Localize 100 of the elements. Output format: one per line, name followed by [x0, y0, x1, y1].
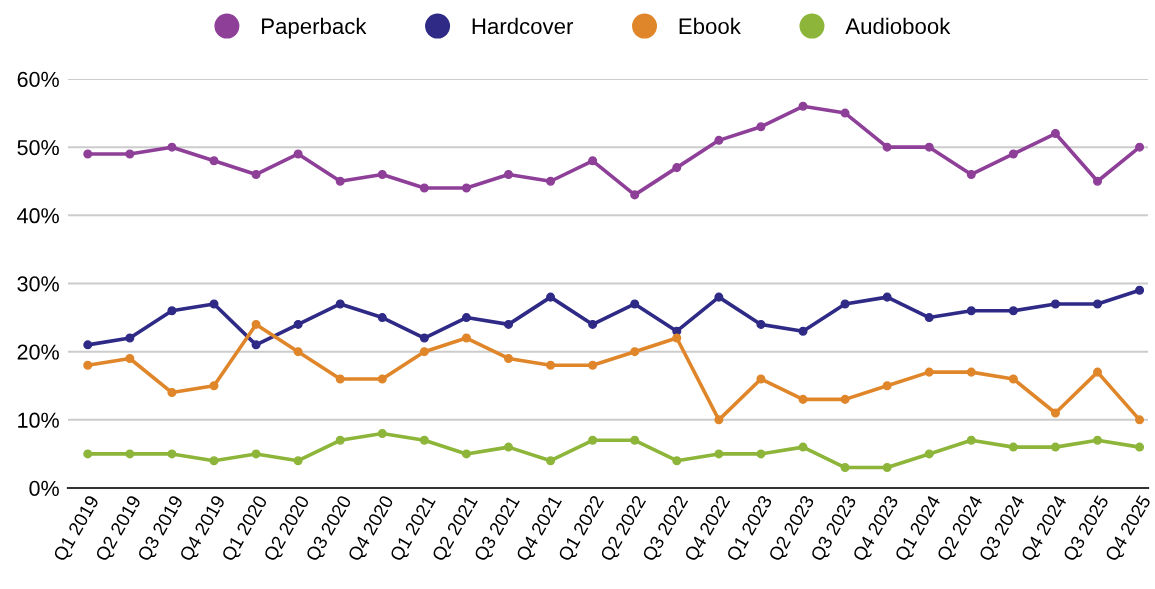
point — [461, 313, 471, 323]
point — [125, 333, 135, 343]
point — [167, 142, 177, 152]
point — [672, 163, 682, 173]
point — [672, 333, 682, 343]
point — [83, 360, 93, 370]
y-tick-label: 10% — [18, 412, 59, 428]
point — [461, 449, 471, 459]
point — [672, 456, 682, 466]
point — [630, 347, 640, 357]
point — [1092, 367, 1103, 377]
point — [335, 435, 345, 445]
point — [756, 449, 766, 459]
point — [588, 319, 598, 329]
point — [377, 428, 387, 438]
point — [798, 442, 808, 452]
point — [125, 449, 135, 459]
point — [546, 176, 556, 186]
point — [419, 333, 429, 343]
point — [588, 360, 598, 370]
point — [419, 183, 429, 193]
point — [335, 374, 345, 384]
point — [1135, 415, 1145, 425]
point — [377, 169, 387, 179]
point — [209, 156, 219, 166]
legend-label: Ebook — [679, 17, 741, 35]
point — [1135, 142, 1145, 152]
point — [756, 319, 766, 329]
point — [882, 142, 892, 152]
point — [966, 367, 976, 377]
point — [798, 326, 808, 336]
point — [882, 381, 892, 391]
point — [125, 149, 135, 159]
y-tick-label: 30% — [17, 276, 59, 292]
point — [924, 367, 934, 377]
y-tick-label: 0% — [29, 480, 59, 497]
point — [924, 449, 934, 459]
point — [1008, 374, 1018, 384]
point — [83, 340, 93, 350]
point — [251, 449, 261, 459]
point — [1050, 299, 1060, 309]
point — [167, 449, 177, 459]
point — [335, 176, 345, 186]
point — [630, 435, 640, 445]
legend-label: Audiobook — [845, 17, 951, 35]
point — [293, 347, 303, 357]
point — [588, 435, 598, 445]
point — [1050, 442, 1060, 452]
point — [756, 374, 766, 384]
point — [798, 394, 808, 404]
point — [798, 101, 808, 111]
point — [1050, 129, 1060, 139]
point — [966, 435, 976, 445]
point — [1008, 306, 1018, 316]
y-tick-label: 40% — [17, 208, 59, 224]
point — [924, 313, 934, 323]
point — [167, 388, 177, 398]
point — [546, 360, 556, 370]
point — [840, 394, 850, 404]
point — [714, 135, 724, 145]
y-tick-label: 20% — [17, 344, 59, 360]
point — [419, 347, 429, 357]
point — [83, 449, 93, 459]
point — [83, 149, 93, 159]
point — [840, 463, 850, 473]
point — [503, 442, 514, 452]
legend-label: Hardcover — [472, 17, 574, 35]
point — [882, 463, 892, 473]
legend-label: Paperback — [262, 17, 367, 39]
point — [714, 415, 724, 425]
point — [209, 299, 219, 309]
point — [924, 142, 934, 152]
point — [840, 299, 850, 309]
point — [546, 292, 556, 302]
point — [966, 169, 976, 179]
point — [756, 122, 766, 132]
y-tick-label: 50% — [17, 139, 59, 156]
point — [966, 306, 976, 316]
point — [503, 319, 514, 329]
point — [293, 456, 303, 466]
point — [419, 435, 429, 445]
point — [1135, 442, 1145, 452]
point — [1008, 442, 1018, 452]
point — [335, 299, 345, 309]
point — [125, 353, 135, 363]
point — [840, 108, 850, 118]
point — [630, 190, 640, 200]
point — [293, 149, 303, 159]
point — [1092, 299, 1103, 309]
point — [209, 381, 219, 391]
point — [546, 456, 556, 466]
point — [209, 456, 219, 466]
point — [503, 353, 514, 363]
point — [1092, 435, 1103, 445]
point — [630, 299, 640, 309]
point — [461, 183, 471, 193]
point — [461, 333, 471, 343]
point — [1050, 408, 1060, 418]
point — [377, 313, 387, 323]
point — [251, 169, 261, 179]
